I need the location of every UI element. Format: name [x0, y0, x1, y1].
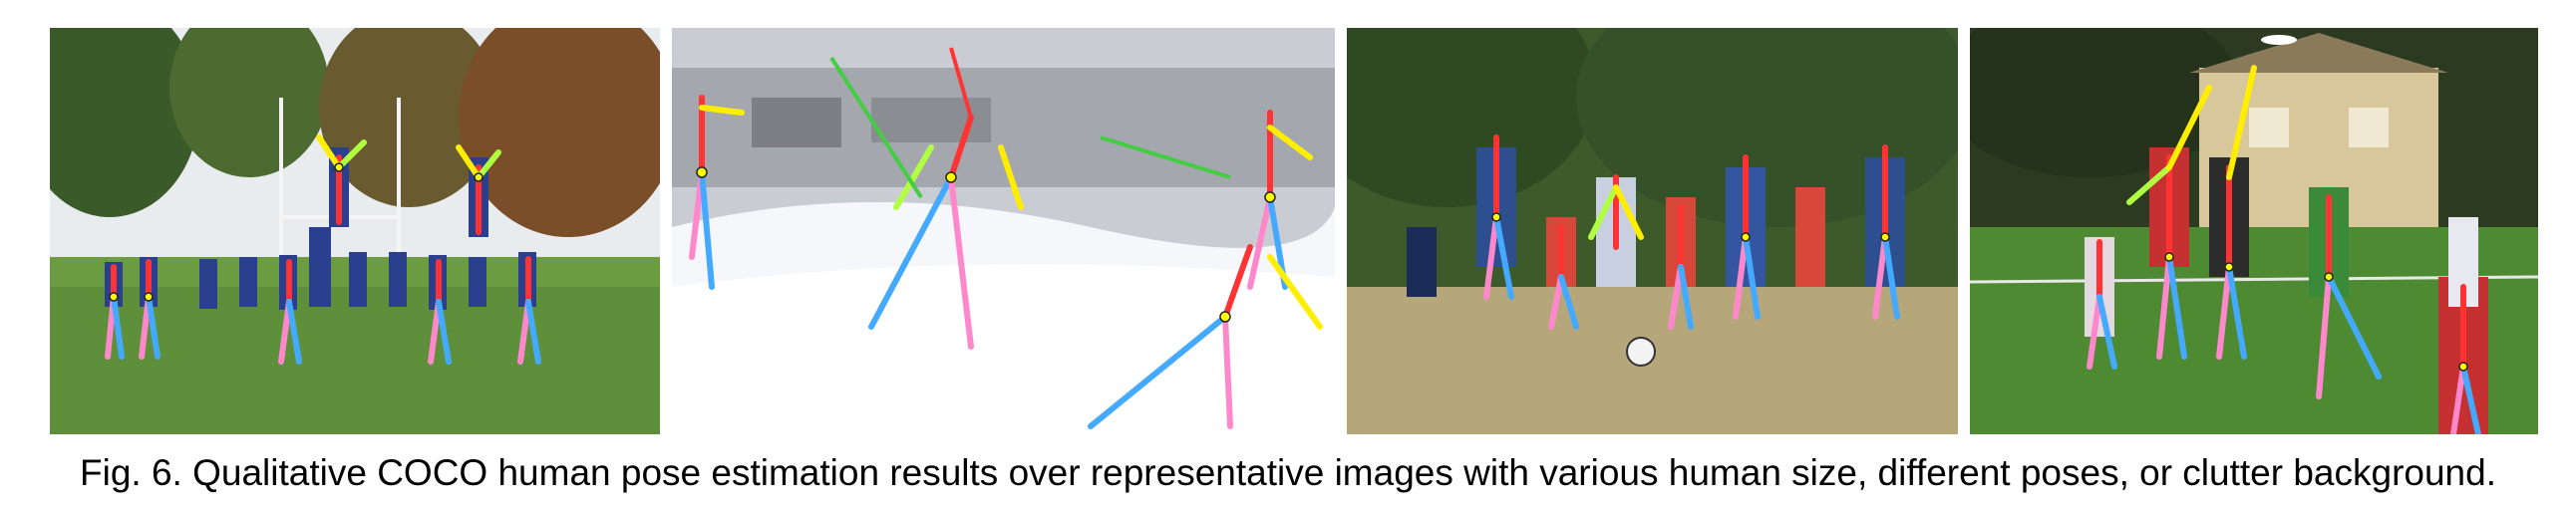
pose-skeletons: [1483, 134, 1900, 330]
image-panel-rugby: [50, 28, 660, 434]
figure-caption: Fig. 6. Qualitative COCO human pose esti…: [0, 452, 2576, 494]
frisbee-photo: [1970, 28, 2538, 434]
skiing-photo: [672, 28, 1335, 434]
image-panel-skiing: [672, 28, 1335, 434]
pose-skeletons: [689, 47, 1323, 429]
soccer-photo: [1347, 28, 1958, 434]
caption-label: Fig. 6.: [80, 452, 182, 493]
pose-skeletons: [105, 134, 541, 365]
image-panel-soccer: [1347, 28, 1958, 434]
rugby-photo: [50, 28, 660, 434]
pose-skeletons: [2087, 65, 2481, 434]
caption-text: Qualitative COCO human pose estimation r…: [192, 452, 2496, 493]
image-panel-frisbee: [1970, 28, 2538, 434]
